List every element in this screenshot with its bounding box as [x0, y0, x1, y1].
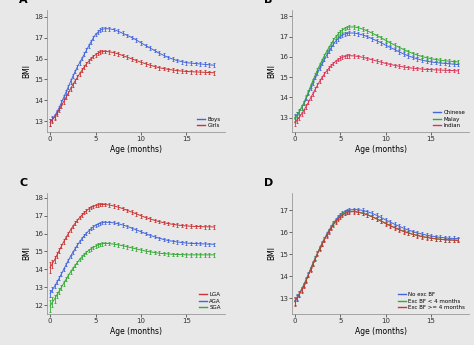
X-axis label: Age (months): Age (months) [110, 327, 162, 336]
Legend: LGA, AGA, SGA: LGA, AGA, SGA [198, 291, 222, 311]
X-axis label: Age (months): Age (months) [355, 327, 407, 336]
Y-axis label: BMI: BMI [267, 246, 276, 260]
Text: B: B [264, 0, 272, 6]
Legend: Boys, Girls: Boys, Girls [196, 115, 222, 129]
Text: D: D [264, 178, 273, 188]
Legend: Chinese, Malay, Indian: Chinese, Malay, Indian [432, 109, 466, 129]
Y-axis label: BMI: BMI [267, 64, 276, 78]
X-axis label: Age (months): Age (months) [110, 145, 162, 154]
Legend: No exc BF, Exc BF < 4 months, Exc BF >= 4 months: No exc BF, Exc BF < 4 months, Exc BF >= … [397, 291, 466, 311]
Text: C: C [19, 178, 27, 188]
Text: A: A [19, 0, 27, 6]
X-axis label: Age (months): Age (months) [355, 145, 407, 154]
Y-axis label: BMI: BMI [22, 64, 31, 78]
Y-axis label: BMI: BMI [22, 246, 31, 260]
